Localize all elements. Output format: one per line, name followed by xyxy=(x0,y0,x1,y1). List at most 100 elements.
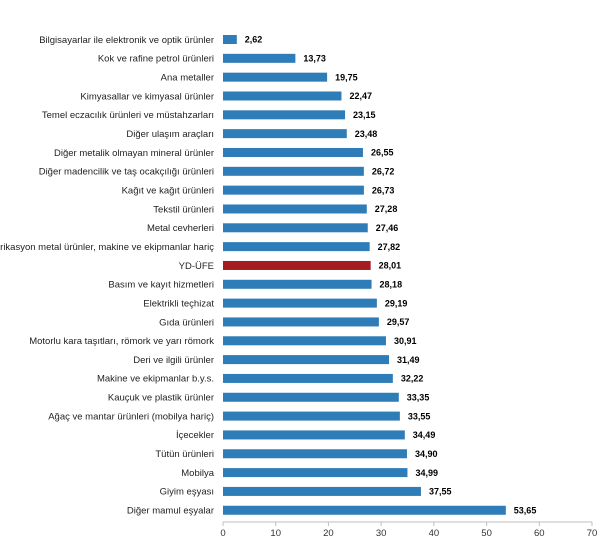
value-label: 53,65 xyxy=(514,505,537,515)
x-tick-label: 60 xyxy=(534,528,545,539)
bar-row: Metal cevherleri 27,46 xyxy=(147,223,398,234)
bar-row: Kok ve rafine petrol ürünleri 13,73 xyxy=(98,54,326,65)
bar-row: Diğer madencilik ve taş ocakçılığı ürünl… xyxy=(39,167,395,178)
x-tick-label: 50 xyxy=(481,528,492,539)
bar xyxy=(223,392,399,402)
value-label: 33,35 xyxy=(407,392,430,402)
bar-row: Diğer mamul eşyalar 53,65 xyxy=(127,505,536,516)
category-label: Ana metaller xyxy=(161,72,214,83)
value-label: 34,49 xyxy=(413,430,436,440)
category-label: Kağıt ve kağıt ürünleri xyxy=(122,185,214,196)
bar-row: Deri ve ilgili ürünler 31,49 xyxy=(133,355,419,366)
value-label: 31,49 xyxy=(397,355,420,365)
value-label: 19,75 xyxy=(335,72,358,82)
category-label: Metal cevherleri xyxy=(147,223,214,234)
x-tick-label: 10 xyxy=(270,528,281,539)
bar-row: Kağıt ve kağıt ürünleri 26,73 xyxy=(122,185,395,196)
bar-row: Tütün ürünleri 34,90 xyxy=(155,449,437,460)
category-label: İçecekler xyxy=(176,430,214,441)
bar-row: Diğer metalik olmayan mineral ürünler 26,… xyxy=(54,148,393,159)
category-label: Diğer ulaşım araçları xyxy=(126,129,214,140)
value-label: 28,01 xyxy=(379,261,402,271)
bar-row: Kauçuk ve plastik ürünler 33,35 xyxy=(108,392,429,403)
category-label: Gıda ürünleri xyxy=(159,317,214,328)
category-label: Mobilya xyxy=(181,468,214,479)
category-label: Ağaç ve mantar ürünleri (mobilya hariç) xyxy=(48,411,214,422)
bar xyxy=(223,486,421,496)
category-label: Tütün ürünleri xyxy=(155,449,214,460)
category-label: Bilgisayarlar ile elektronik ve optik ür… xyxy=(39,35,214,46)
value-label: 23,48 xyxy=(355,129,378,139)
bar-row: Bilgisayarlar ile elektronik ve optik ür… xyxy=(39,35,262,46)
bar xyxy=(223,72,328,82)
category-label: Makine ve ekipmanlar b.y.s. xyxy=(97,374,214,385)
bar-highlight xyxy=(223,260,371,270)
bar-row: Elektrikli teçhizat 29,19 xyxy=(143,298,407,309)
category-label: YD-ÜFE xyxy=(179,261,214,272)
x-tick-label: 20 xyxy=(323,528,334,539)
value-label: 26,72 xyxy=(372,167,395,177)
bar-row: Tekstil ürünleri 27,28 xyxy=(153,204,397,215)
bar-row: Basım ve kayıt hizmetleri 28,18 xyxy=(108,279,402,290)
value-label: 30,91 xyxy=(394,336,417,346)
x-tick-label: 70 xyxy=(587,528,598,539)
category-label: Fabrikasyon metal ürünler, makine ve eki… xyxy=(0,242,214,253)
value-label: 27,28 xyxy=(375,204,398,214)
bar xyxy=(223,53,296,63)
value-label: 33,55 xyxy=(408,411,431,421)
bar-row: Giyim eşyası 37,55 xyxy=(160,487,452,498)
bar xyxy=(223,166,364,176)
value-label: 26,55 xyxy=(371,148,394,158)
category-label: Basım ve kayıt hizmetleri xyxy=(108,280,214,291)
category-label: Diğer mamul eşyalar xyxy=(127,506,214,517)
bar xyxy=(223,505,506,515)
bar-row: Temel eczacılık ürünleri ve müstahzarlar… xyxy=(42,110,376,121)
bar xyxy=(223,204,367,214)
bar xyxy=(223,91,342,101)
bar xyxy=(223,430,405,440)
value-label: 23,15 xyxy=(353,110,376,120)
bar xyxy=(223,373,393,383)
value-label: 37,55 xyxy=(429,487,452,497)
category-label: Diğer metalik olmayan mineral ürünler xyxy=(54,148,214,159)
bar-row: Ana metaller 19,75 xyxy=(161,72,358,83)
bar xyxy=(223,336,386,346)
category-label: Kauçuk ve plastik ürünler xyxy=(108,393,214,404)
bar-row: Fabrikasyon metal ürünler, makine ve eki… xyxy=(0,242,400,253)
category-label: Kok ve rafine petrol ürünleri xyxy=(98,54,214,65)
bar xyxy=(223,242,370,252)
bar xyxy=(223,279,372,289)
bar-row: Motorlu kara taşıtları, römork ve yarı r… xyxy=(29,336,416,347)
bar xyxy=(223,355,389,365)
bar-row: YD-ÜFE 28,01 xyxy=(179,261,402,272)
category-label: Temel eczacılık ürünleri ve müstahzarlar… xyxy=(42,110,214,121)
bar xyxy=(223,185,364,195)
bar-row: Mobilya 34,99 xyxy=(181,468,438,479)
bar-row: İçecekler 34,49 xyxy=(176,430,435,441)
bar xyxy=(223,147,363,157)
value-label: 22,47 xyxy=(349,91,372,101)
bar xyxy=(223,298,377,308)
value-label: 2,62 xyxy=(245,35,263,45)
bar xyxy=(223,449,407,459)
category-label: Diğer madencilik ve taş ocakçılığı ürünl… xyxy=(39,167,214,178)
value-label: 27,82 xyxy=(378,242,401,252)
x-tick-label: 0 xyxy=(220,528,225,539)
bar xyxy=(223,317,379,327)
bar-row: Gıda ürünleri 29,57 xyxy=(159,317,409,328)
value-label: 27,46 xyxy=(376,223,399,233)
category-label: Giyim eşyası xyxy=(160,487,214,498)
category-label: Tekstil ürünleri xyxy=(153,204,214,215)
category-label: Deri ve ilgili ürünler xyxy=(133,355,214,366)
value-label: 13,73 xyxy=(303,54,326,64)
bar xyxy=(223,129,347,139)
value-label: 26,73 xyxy=(372,185,395,195)
bar-row: Makine ve ekipmanlar b.y.s. 32,22 xyxy=(97,374,423,385)
value-label: 29,19 xyxy=(385,298,408,308)
bar-row: Kimyasallar ve kimyasal ürünler 22,47 xyxy=(80,91,372,102)
x-tick-label: 40 xyxy=(429,528,440,539)
bar xyxy=(223,468,408,478)
bars-layer: Bilgisayarlar ile elektronik ve optik ür… xyxy=(0,35,536,517)
category-label: Kimyasallar ve kimyasal ürünler xyxy=(80,91,214,102)
